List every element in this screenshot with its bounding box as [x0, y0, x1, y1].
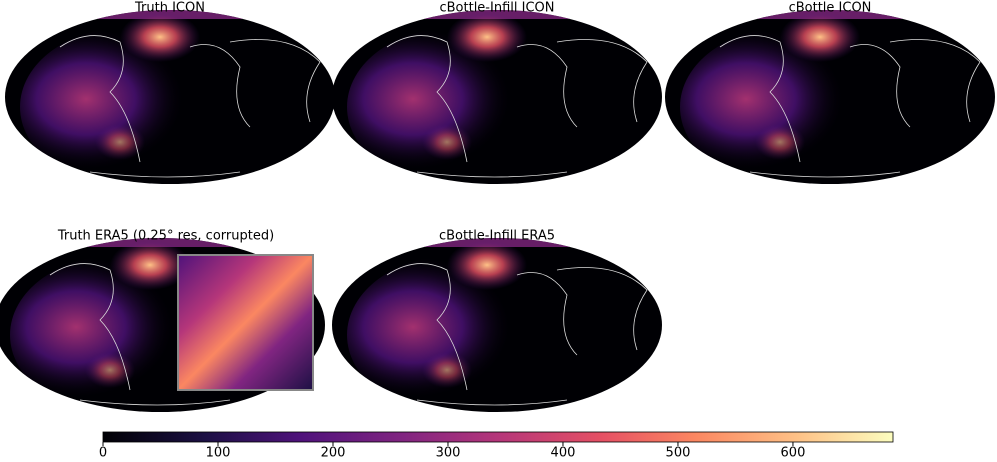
- moisture-field: [347, 27, 567, 184]
- panel-title: Truth ERA5 (0.25° res, corrupted): [57, 229, 274, 244]
- map-panels: Truth ICON cBottle-Infill ICON cBottle ICO…: [0, 1, 995, 412]
- panel-title: Truth ICON: [134, 1, 205, 16]
- moisture-field: [447, 12, 527, 62]
- panel-title: cBottle-Infill ICON: [439, 1, 554, 16]
- coastline: [386, 35, 648, 178]
- map-field: [665, 10, 995, 184]
- colorbar-tick-label: 400: [551, 446, 576, 461]
- panel-title: cBottle ICON: [789, 1, 872, 16]
- moisture-field: [780, 12, 860, 62]
- moisture-field: [347, 255, 567, 412]
- moisture-field: [447, 240, 527, 290]
- moisture-field: [422, 352, 472, 388]
- moisture-field: [10, 255, 230, 412]
- coastline: [59, 35, 321, 178]
- map-panel: cBottle-Infill ERA5: [332, 229, 662, 412]
- colorbar-tick-label: 100: [206, 446, 231, 461]
- zoom-inset: [177, 254, 314, 391]
- colorbar-tick-label: 300: [436, 446, 461, 461]
- map-field: [332, 10, 662, 184]
- colorbar: [102, 431, 894, 443]
- coastline: [719, 35, 981, 178]
- colorbar-tick-label: 200: [321, 446, 346, 461]
- coastline: [386, 263, 648, 406]
- colorbar-tick-label: 600: [781, 446, 806, 461]
- moisture-field: [422, 124, 472, 160]
- moisture-field: [20, 27, 240, 184]
- map-panel: cBottle ICON: [665, 1, 995, 184]
- moisture-field: [755, 124, 805, 160]
- colorbar-tick-label: 500: [666, 446, 691, 461]
- panel-title: cBottle-Infill ERA5: [439, 229, 555, 244]
- moisture-field: [110, 240, 190, 290]
- moisture-field: [95, 124, 145, 160]
- map-field: [0, 238, 325, 412]
- map-panel: Truth ICON: [5, 1, 335, 184]
- map-field: [5, 10, 335, 184]
- colorbar-tick-label: 0: [99, 446, 107, 461]
- moisture-field: [680, 27, 900, 184]
- map-panel: Truth ERA5 (0.25° res, corrupted): [0, 229, 325, 412]
- moisture-field: [120, 12, 200, 62]
- map-field: [332, 238, 662, 412]
- map-panel: cBottle-Infill ICON: [332, 1, 662, 184]
- moisture-field: [85, 352, 135, 388]
